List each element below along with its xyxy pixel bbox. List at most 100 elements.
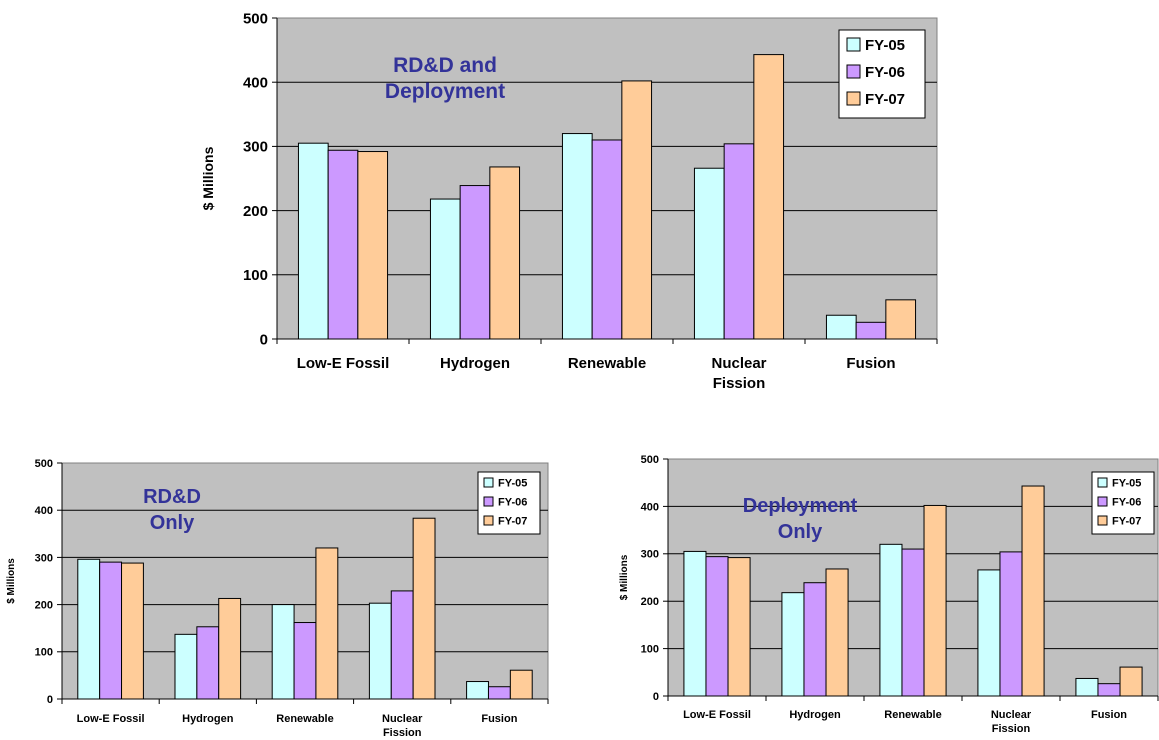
category-label-line: Fission xyxy=(383,727,422,739)
legend-swatch xyxy=(846,64,861,79)
bar-fy-06-hydrogen xyxy=(196,626,220,700)
bar-fy-05-nuclear-fission xyxy=(977,569,1001,697)
bar-fy-07-nuclear-fission xyxy=(412,517,436,700)
bar-fy-07-nuclear-fission xyxy=(1021,485,1045,697)
legend-label: FY-06 xyxy=(865,64,905,81)
category-label-line: Renewable xyxy=(276,713,333,725)
legend: FY-05 FY-06 FY-07 xyxy=(477,471,541,535)
category-label-line: Renewable xyxy=(568,355,646,372)
bar-fy-07-renewable xyxy=(923,504,947,697)
y-axis-label: $ Millions xyxy=(200,146,216,210)
y-tick-label: 400 xyxy=(35,505,53,517)
bar-fy-07-nuclear-fission xyxy=(753,54,785,340)
bar-fy-06-renewable xyxy=(901,548,925,697)
bar-fy-05-renewable xyxy=(879,543,903,697)
bar-fy-07-low-e-fossil xyxy=(121,562,144,700)
chart-title-line: Deployment xyxy=(385,80,505,103)
y-tick-label: 400 xyxy=(641,501,659,513)
bar-fy-05-low-e-fossil xyxy=(77,558,101,700)
chart-title-line: RD&D xyxy=(143,486,201,508)
legend: FY-05 FY-06 FY-07 xyxy=(1091,471,1155,535)
category-label: Fusion xyxy=(481,713,517,725)
category-label: Low-E Fossil xyxy=(297,355,390,372)
y-tick-label: 200 xyxy=(243,203,268,220)
category-label-line: Hydrogen xyxy=(789,709,841,721)
bar-fy-06-nuclear-fission xyxy=(999,551,1023,697)
y-tick-label: 100 xyxy=(641,643,659,655)
legend-swatch xyxy=(1097,477,1108,488)
legend-swatch xyxy=(846,37,861,52)
bar-fy-05-nuclear-fission xyxy=(368,602,392,700)
category-label: Hydrogen xyxy=(440,355,510,372)
bar-fy-05-fusion xyxy=(825,314,857,340)
y-axis-label: $ Millions xyxy=(619,554,630,600)
category-label: Renewable xyxy=(276,713,333,725)
bar-fy-05-nuclear-fission xyxy=(693,167,725,340)
category-label: Nuclear Fission xyxy=(382,713,423,739)
legend-swatch xyxy=(1097,515,1108,526)
category-label-line: Nuclear xyxy=(711,355,766,372)
bar-fy-05-hydrogen xyxy=(429,198,461,340)
category-label: Fusion xyxy=(846,355,895,372)
legend-label: FY-06 xyxy=(1112,496,1141,508)
y-tick-label: 500 xyxy=(35,458,53,470)
legend-swatch xyxy=(846,91,861,106)
category-label-line: Low-E Fossil xyxy=(683,709,751,721)
chart-title-line: Only xyxy=(150,512,195,534)
category-label-line: Low-E Fossil xyxy=(297,355,390,372)
bar-fy-05-fusion xyxy=(466,681,489,700)
y-tick-label: 100 xyxy=(243,267,268,284)
category-label-line: Fusion xyxy=(846,355,895,372)
bar-fy-07-renewable xyxy=(315,547,339,700)
bar-fy-07-hydrogen xyxy=(218,597,242,700)
category-label: Low-E Fossil xyxy=(683,709,751,721)
category-label-line: Nuclear xyxy=(991,709,1032,721)
chart-title: RD&D and Deployment xyxy=(385,54,505,103)
bar-fy-07-fusion xyxy=(509,669,533,700)
category-label: Nuclear Fission xyxy=(711,355,766,392)
bar-fy-07-low-e-fossil xyxy=(357,151,389,340)
legend-swatch xyxy=(1097,496,1108,507)
bar-fy-07-hydrogen xyxy=(489,166,521,340)
y-tick-label: 300 xyxy=(641,549,659,561)
y-tick-label: 500 xyxy=(243,10,268,27)
category-label-line: Nuclear xyxy=(382,713,423,725)
category-label-line: Hydrogen xyxy=(440,355,510,372)
legend-label: FY-07 xyxy=(865,91,905,108)
bar-fy-06-fusion xyxy=(1097,683,1121,697)
bar-fy-06-fusion xyxy=(487,686,511,700)
legend-label: FY-05 xyxy=(865,37,905,54)
y-tick-label: 0 xyxy=(653,691,659,703)
bar-fy-05-fusion xyxy=(1075,677,1099,697)
chart-3: 0 100 200 300 400 500 $ Millions Low-E Fossil Hy… xyxy=(619,454,1159,735)
bar-fy-07-fusion xyxy=(885,299,917,340)
legend-label: FY-07 xyxy=(1112,515,1141,527)
bar-fy-07-low-e-fossil xyxy=(727,557,751,697)
y-tick-label: 400 xyxy=(243,74,268,91)
bar-fy-07-renewable xyxy=(621,80,653,340)
chart-2: 0 100 200 300 400 500 $ Millions Low-E Fossil Hy… xyxy=(6,458,549,739)
bar-fy-07-fusion xyxy=(1119,666,1143,697)
legend-label: FY-05 xyxy=(498,477,527,489)
chart-title: RD&D Only xyxy=(143,486,201,534)
category-label-line: Renewable xyxy=(884,709,941,721)
bar-fy-06-renewable xyxy=(293,622,317,700)
bar-fy-06-nuclear-fission xyxy=(390,590,414,700)
bar-fy-05-low-e-fossil xyxy=(297,142,329,340)
y-tick-label: 300 xyxy=(243,139,268,156)
bar-fy-06-hydrogen xyxy=(803,582,827,697)
bar-fy-05-hydrogen xyxy=(781,592,805,697)
category-label: Hydrogen xyxy=(182,713,234,725)
bar-fy-06-hydrogen xyxy=(459,185,491,340)
chart-title: Deployment Only xyxy=(743,495,858,543)
category-label: Renewable xyxy=(884,709,941,721)
bar-fy-06-low-e-fossil xyxy=(327,149,359,340)
y-tick-label: 500 xyxy=(641,454,659,466)
y-tick-label: 0 xyxy=(47,694,53,706)
y-tick-label: 100 xyxy=(35,647,53,659)
y-tick-label: 300 xyxy=(35,552,53,564)
bar-fy-06-fusion xyxy=(855,321,887,340)
bar-fy-05-renewable xyxy=(271,604,295,700)
category-label: Nuclear Fission xyxy=(991,709,1032,735)
category-label-line: Low-E Fossil xyxy=(77,713,145,725)
